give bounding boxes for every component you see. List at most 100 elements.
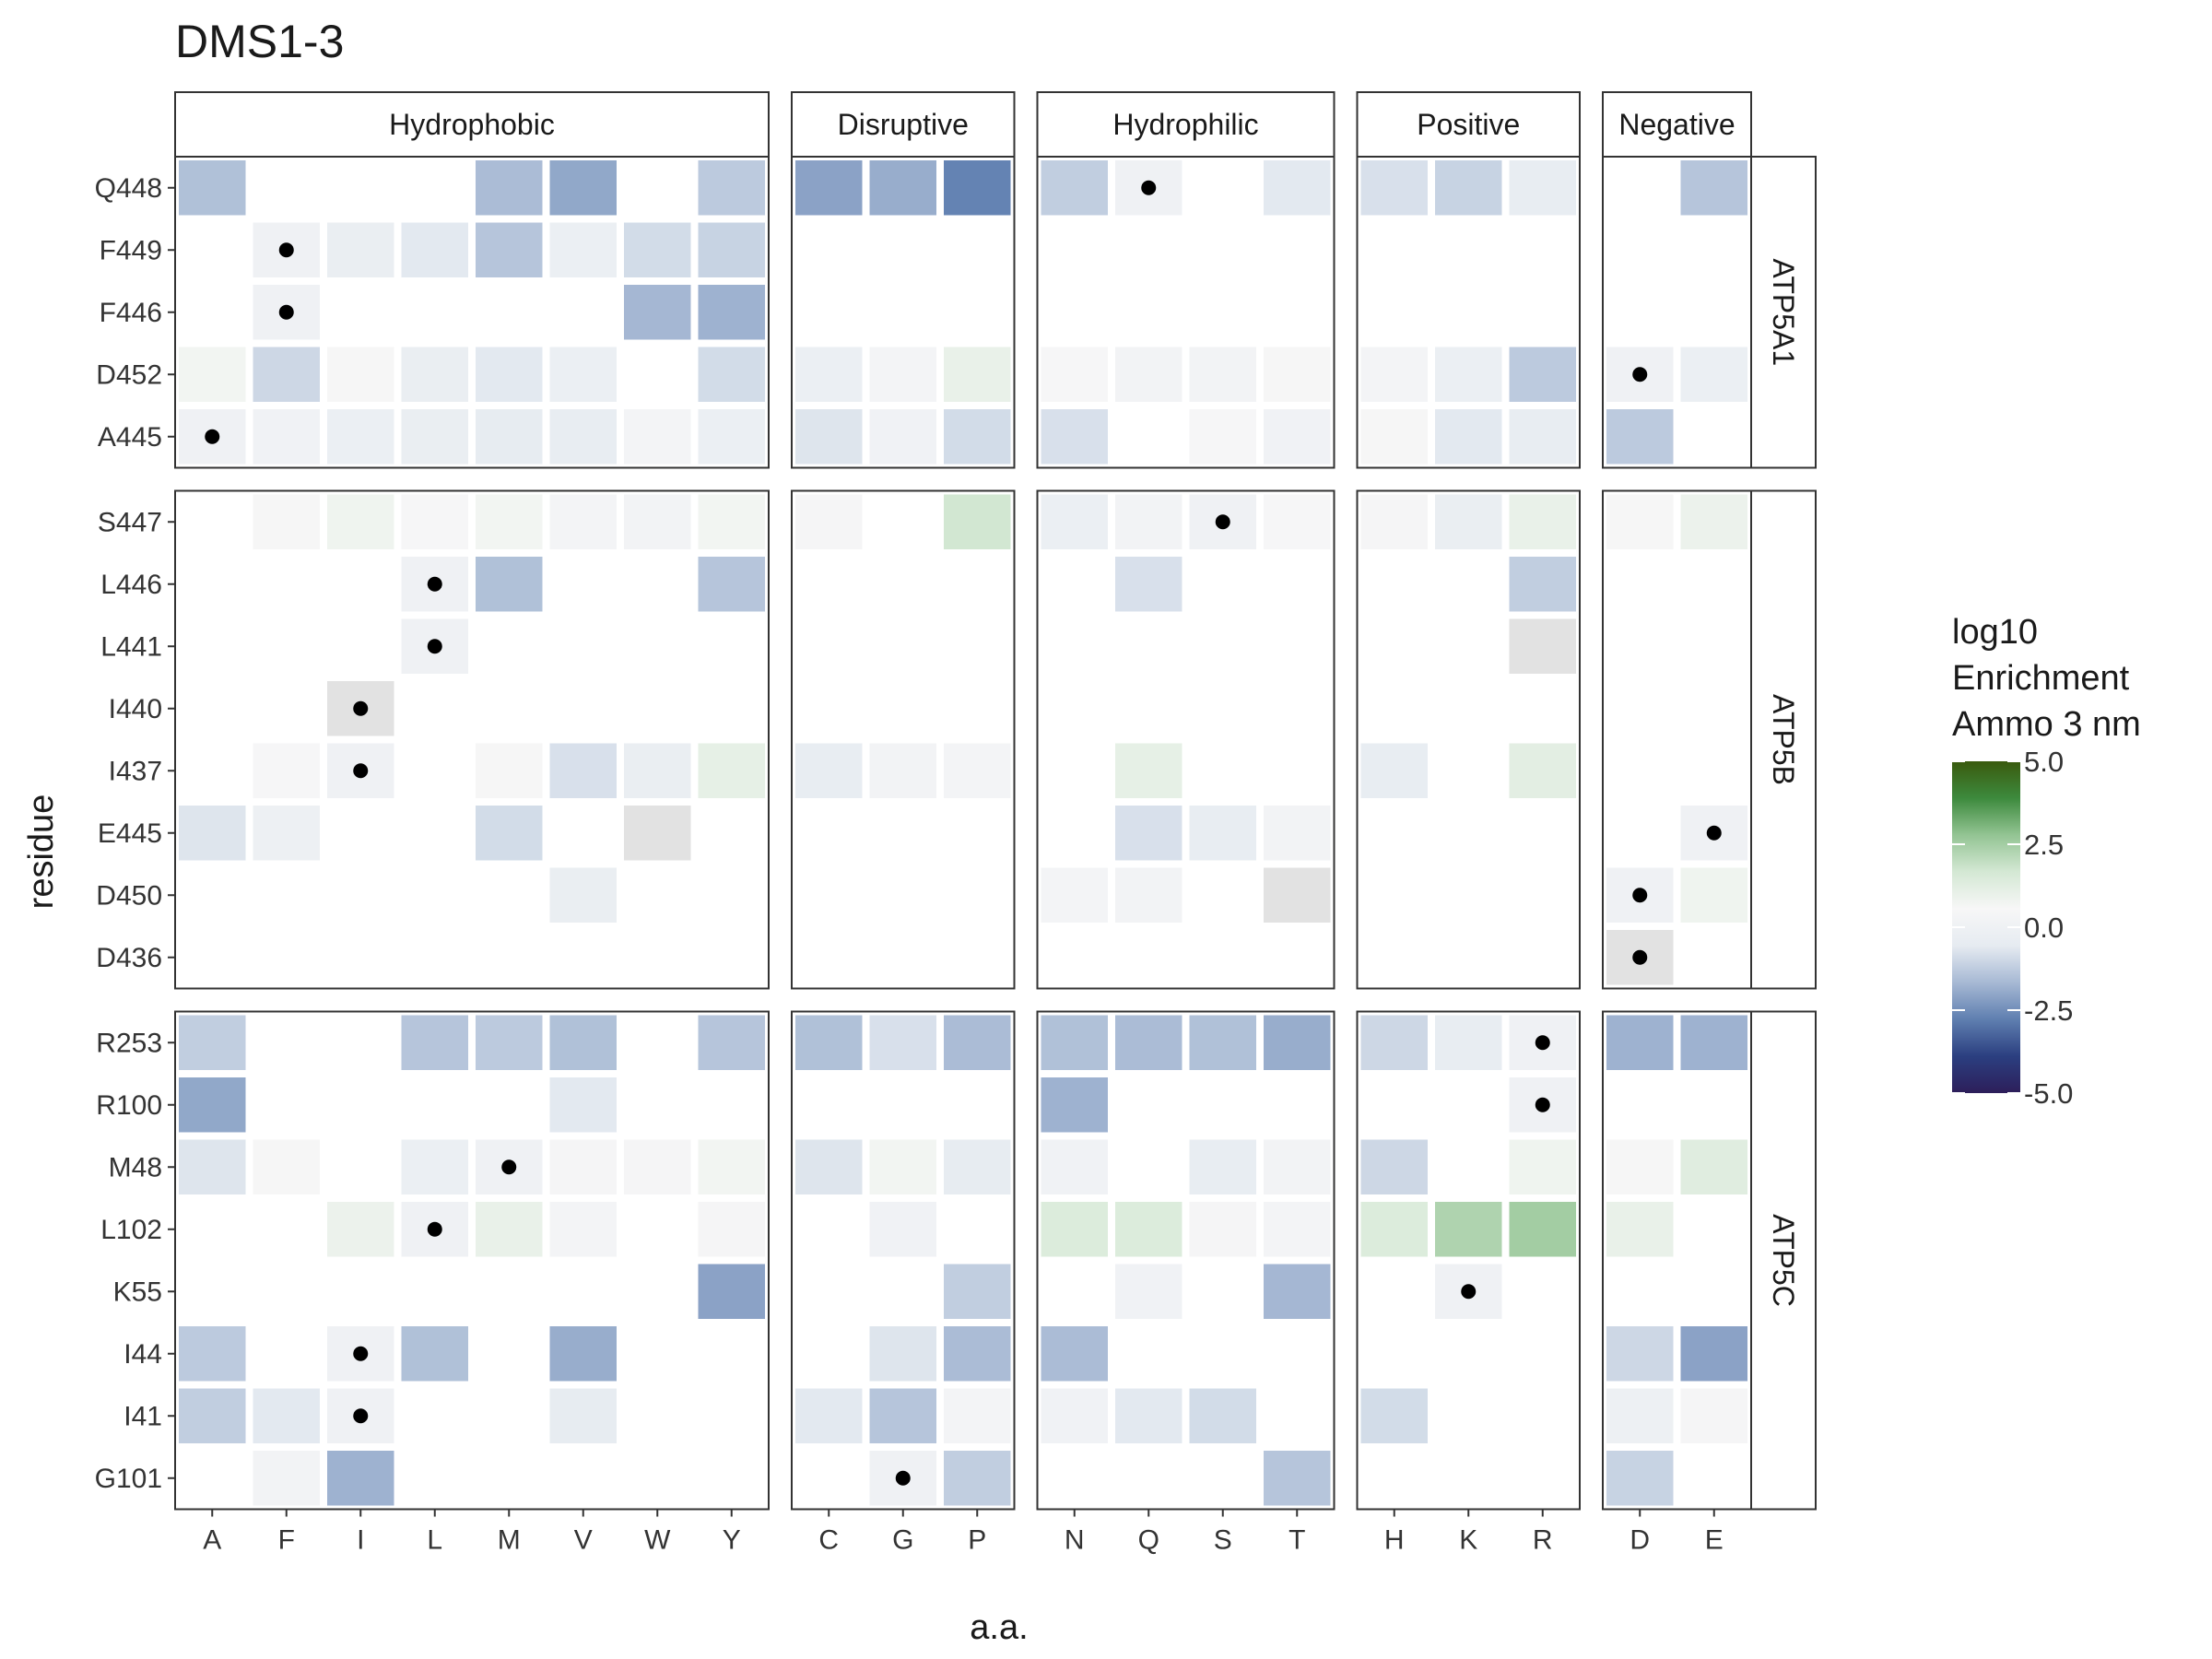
heatmap-tile-d452-s	[1189, 347, 1256, 402]
wildtype-marker	[1632, 949, 1648, 965]
heatmap-tile-r253-n	[1041, 1015, 1108, 1070]
y-axis-tick-label: I44	[124, 1339, 162, 1370]
heatmap-tile-r253-y	[698, 1015, 765, 1070]
panel-background	[175, 490, 769, 989]
wildtype-marker	[205, 429, 220, 444]
heatmap-tile-i437-v	[549, 743, 617, 798]
heatmap-tile-i41-e	[1680, 1388, 1747, 1443]
facet-panels: Hydrophobic Disruptive Hydrophilic Positive…	[95, 91, 1817, 1556]
heatmap-tile-a445-l	[401, 409, 468, 465]
heatmap-tile-m48-h	[1360, 1139, 1428, 1194]
heatmap-tile-r253-e	[1680, 1015, 1747, 1070]
legend-tick-label: 0.0	[2024, 912, 2064, 944]
x-axis-tick-label: E	[1705, 1525, 1724, 1556]
y-axis-tick-label: L441	[100, 631, 162, 662]
x-axis-tick-label: C	[818, 1525, 839, 1556]
heatmap-tile-l102-n	[1041, 1202, 1108, 1257]
heatmap-tile-l102-d	[1606, 1202, 1674, 1257]
panel-atp5a1-negative	[1602, 156, 1752, 469]
heatmap-tile-q448-g	[869, 160, 936, 216]
column-strip-label: Negative	[1618, 108, 1735, 141]
heatmap-tile-d452-c	[795, 347, 863, 402]
heatmap-tile-e445-t	[1264, 806, 1331, 861]
heatmap-tile-q448-k	[1435, 160, 1502, 216]
x-axis-tick-label: N	[1065, 1525, 1085, 1556]
heatmap-tile-i44-d	[1606, 1326, 1674, 1382]
heatmap-tile-l441-r	[1509, 618, 1576, 674]
heatmap-tile-m48-a	[179, 1139, 246, 1194]
heatmap-tile-r253-p	[944, 1015, 1011, 1070]
heatmap-tile-a445-v	[549, 409, 617, 465]
heatmap-tile-s447-w	[624, 494, 691, 549]
heatmap-tile-q448-n	[1041, 160, 1108, 216]
heatmap-tile-a445-c	[795, 409, 863, 465]
heatmap-tile-l102-q	[1115, 1202, 1182, 1257]
heatmap-tile-q448-t	[1264, 160, 1331, 216]
row-strip-atp5b	[1750, 489, 1817, 990]
panel-atp5a1-hydrophobic	[174, 156, 770, 469]
panel-border	[1602, 156, 1752, 469]
heatmap-tile-m48-n	[1041, 1139, 1108, 1194]
wildtype-marker	[1632, 367, 1648, 382]
heatmap-tile-d452-v	[549, 347, 617, 402]
panel-border	[174, 1010, 770, 1511]
heatmap-tile-f449-i	[327, 222, 394, 277]
heatmap-tile-i44-l	[401, 1326, 468, 1382]
heatmap-tile-i44-e	[1680, 1326, 1747, 1382]
heatmap-tile-d452-f	[253, 347, 320, 402]
heatmap-tile-l102-y	[698, 1202, 765, 1257]
heatmap-tile-m48-g	[869, 1139, 936, 1194]
heatmap-tile-d450-n	[1041, 867, 1108, 923]
panel-border	[791, 489, 1016, 990]
heatmap-tile-r253-g	[869, 1015, 936, 1070]
heatmap-tile-i437-q	[1115, 743, 1182, 798]
legend-tick-label: 5.0	[2024, 746, 2064, 778]
heatmap-tile-f449-v	[549, 222, 617, 277]
wildtype-marker	[353, 700, 369, 716]
heatmap-tile-a445-p	[944, 409, 1011, 465]
heatmap-tile-l102-h	[1360, 1202, 1428, 1257]
heatmap-tile-q448-p	[944, 160, 1011, 216]
heatmap-tile-s447-p	[944, 494, 1011, 549]
panel-border	[1602, 1010, 1752, 1511]
heatmap-tile-a445-y	[698, 409, 765, 465]
heatmap-tile-r253-v	[549, 1015, 617, 1070]
panel-atp5b-hydrophilic	[1036, 489, 1335, 990]
heatmap-tile-s447-e	[1680, 494, 1747, 549]
heatmap-tile-m48-w	[624, 1139, 691, 1194]
heatmap-tile-i41-n	[1041, 1388, 1108, 1443]
heatmap-tile-r253-l	[401, 1015, 468, 1070]
heatmap-tile-e445-s	[1189, 806, 1256, 861]
y-axis-tick-label: D452	[96, 359, 162, 390]
heatmap-tile-d450-t	[1264, 867, 1331, 923]
heatmap-tile-l102-k	[1435, 1202, 1502, 1257]
heatmap-tile-l446-r	[1509, 557, 1576, 612]
heatmap-tile-i437-g	[869, 743, 936, 798]
heatmap-tile-r253-d	[1606, 1015, 1674, 1070]
heatmap-tile-e445-f	[253, 806, 320, 861]
heatmap-tile-e445-w	[624, 806, 691, 861]
heatmap-tile-i44-v	[549, 1326, 617, 1382]
heatmap-tile-i437-h	[1360, 743, 1428, 798]
heatmap-tile-i41-a	[179, 1388, 246, 1443]
heatmap-tile-s447-f	[253, 494, 320, 549]
y-axis-tick-label: R253	[96, 1028, 162, 1058]
heatmap-tile-s447-n	[1041, 494, 1108, 549]
heatmap-tile-m48-y	[698, 1139, 765, 1194]
heatmap-tile-k55-y	[698, 1264, 765, 1319]
heatmap-tile-d450-e	[1680, 867, 1747, 923]
heatmap-tile-s447-r	[1509, 494, 1576, 549]
x-axis-tick-label: T	[1288, 1525, 1305, 1556]
heatmap-tile-l102-t	[1264, 1202, 1331, 1257]
heatmap-tile-r253-h	[1360, 1015, 1428, 1070]
wildtype-marker	[1535, 1097, 1550, 1112]
heatmap-tile-k55-t	[1264, 1264, 1331, 1319]
heatmap-tile-a445-n	[1041, 409, 1108, 465]
x-axis-tick-label: Q	[1138, 1525, 1159, 1556]
heatmap-tile-i41-f	[253, 1388, 320, 1443]
panel-atp5c-positive	[1356, 1010, 1581, 1511]
heatmap-tile-r253-s	[1189, 1015, 1256, 1070]
heatmap-tile-s447-t	[1264, 494, 1331, 549]
heatmap-tile-r253-t	[1264, 1015, 1331, 1070]
